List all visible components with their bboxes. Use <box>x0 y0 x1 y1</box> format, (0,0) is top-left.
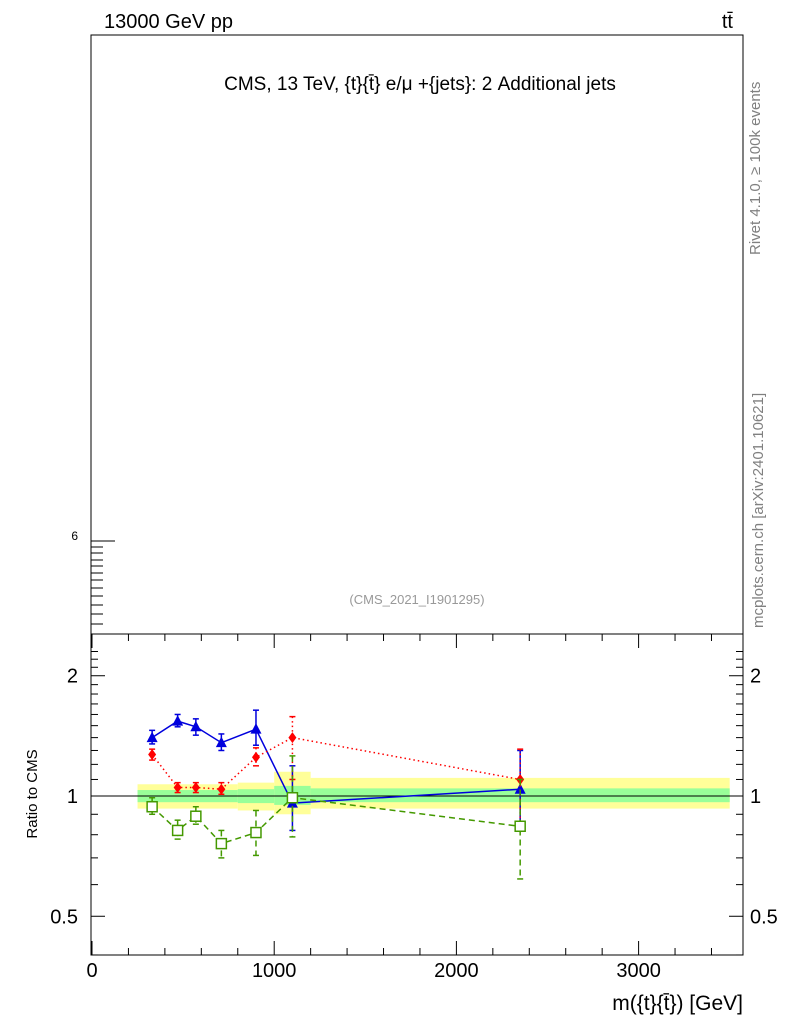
data-point-diamond <box>191 782 200 794</box>
main-panel-frame <box>90 34 744 635</box>
x-tick-label: 0 <box>86 960 97 982</box>
x-tick-label: 3000 <box>616 960 661 982</box>
series-red <box>148 715 525 830</box>
ratio-y-label: Ratio to CMS <box>24 749 41 838</box>
data-point-triangle <box>172 715 184 726</box>
data-point-square <box>514 820 526 833</box>
data-point-triangle <box>215 736 227 748</box>
data-point-square <box>190 810 202 822</box>
data-point-triangle <box>514 783 526 794</box>
data-point-diamond <box>251 751 260 763</box>
rivet-version-label: Rivet 4.1.0, ≥ 100k events <box>747 82 764 255</box>
uncertainty-bands <box>137 771 730 815</box>
data-point-diamond <box>288 732 297 744</box>
x-tick-label: 1000 <box>252 960 297 982</box>
data-point-square <box>250 826 262 839</box>
y-tick-label-right: 1 <box>750 786 761 808</box>
main-y-axis <box>91 540 115 625</box>
source-label: mcplots.cern.ch [arXiv:2401.10621] <box>750 393 767 628</box>
main-title: CMS, 13 TeV, {t}{t̄} e/μ +{jets}: 2 Addi… <box>224 74 616 95</box>
y-tick-label-left: 0.5 <box>50 906 78 928</box>
data-point-triangle <box>146 731 158 743</box>
y-tick-label-right: 2 <box>750 666 761 688</box>
y-tick-label-right: 0.5 <box>750 906 778 928</box>
ratio-axes: 0 1000 2000 3000 0.5 0.5 1 1 2 2 <box>50 634 778 982</box>
series-blue <box>146 709 526 832</box>
main-y-tick-label: 6 <box>71 529 78 543</box>
data-point-diamond <box>173 782 182 794</box>
x-tick-label: 2000 <box>434 960 479 982</box>
series-layer <box>146 709 526 880</box>
data-point-triangle <box>250 723 262 734</box>
data-point-square <box>215 837 228 850</box>
series-green <box>146 755 526 880</box>
data-point-square <box>286 791 299 804</box>
x-axis-label: m({t}{t̄}) [GeV] <box>612 992 743 1015</box>
data-point-square <box>171 824 184 837</box>
y-tick-label-left: 2 <box>67 666 78 688</box>
y-tick-label-left: 1 <box>67 786 78 808</box>
energy-label: 13000 GeV pp <box>104 11 233 33</box>
data-point-diamond <box>217 783 226 795</box>
ratio-panel-frame <box>90 633 744 956</box>
data-point-diamond <box>148 749 157 761</box>
process-label: tt̄ <box>722 11 734 33</box>
analysis-watermark: (CMS_2021_I1901295) <box>349 592 484 607</box>
data-point-square <box>146 800 158 813</box>
data-point-triangle <box>190 720 202 732</box>
